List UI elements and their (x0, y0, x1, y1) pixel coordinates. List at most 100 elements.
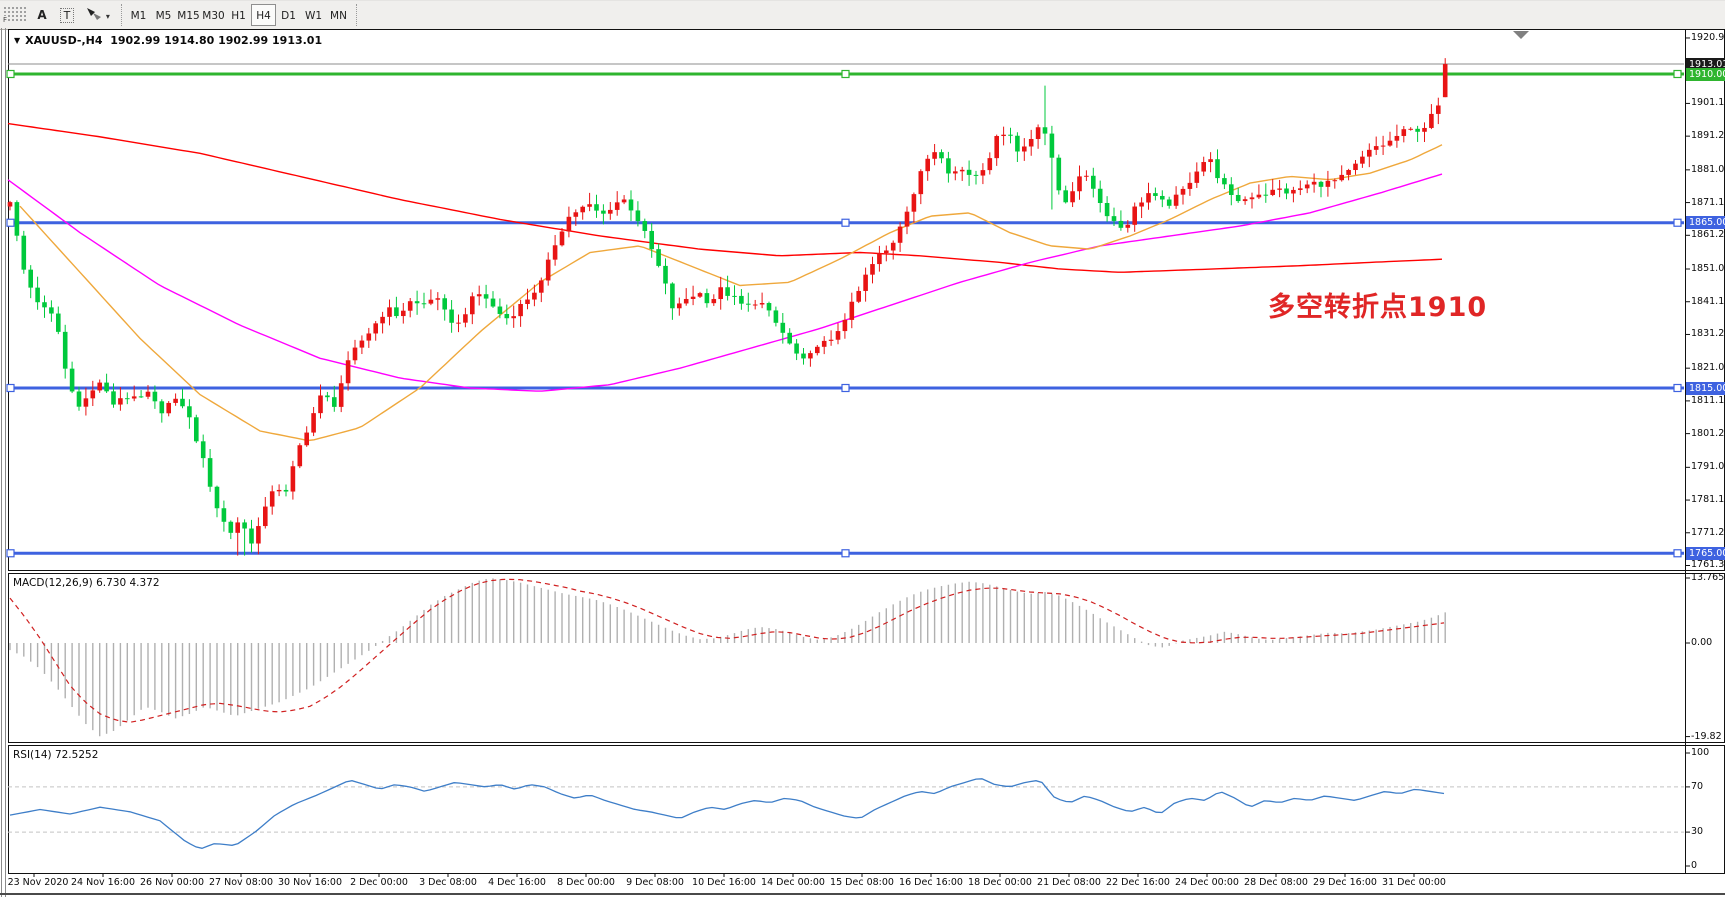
macd-tick-label: 13.765 (1691, 572, 1725, 583)
price-axis-border (1685, 29, 1686, 874)
timeframe-m1-button[interactable]: M1 (126, 4, 151, 26)
macd-histogram (9, 578, 1446, 737)
price-tick-label: 1841.10 (1691, 295, 1725, 307)
rsi-indicator-label: RSI(14) 72.5252 (13, 749, 99, 761)
timeframe-d1-button[interactable]: D1 (276, 4, 301, 26)
timeframe-m15-button[interactable]: M15 (176, 4, 201, 26)
date-label: 4 Dec 16:00 (488, 877, 546, 888)
timeframe-w1-button[interactable]: W1 (301, 4, 326, 26)
chart-symbol: XAUUSD-,H4 (25, 34, 103, 47)
chart-annotation[interactable]: 多空转折点1910 (1268, 292, 1488, 323)
hline-1865-badge: 1865.00 (1686, 216, 1725, 230)
chevron-down-icon: ▾ (105, 11, 110, 21)
price-tick-label: 1891.20 (1691, 130, 1725, 142)
date-label: 18 Dec 00:00 (968, 877, 1032, 888)
date-label: 2 Dec 00:00 (350, 877, 408, 888)
hline-handle[interactable] (1673, 383, 1682, 393)
timeframe-m30-button[interactable]: M30 (201, 4, 226, 26)
price-tick-label: 1801.20 (1691, 427, 1725, 439)
date-label: 14 Dec 00:00 (761, 877, 825, 888)
hline-handle[interactable] (6, 69, 15, 79)
hline-1815-badge: 1815.00 (1686, 381, 1725, 395)
date-label: 15 Dec 08:00 (830, 877, 894, 888)
date-label: 23 Nov 2020 (7, 877, 69, 888)
macd-indicator-label: MACD(12,26,9) 6.730 4.372 (13, 577, 160, 589)
label-tool-icon: T (59, 7, 75, 23)
date-label: 27 Nov 08:00 (208, 877, 274, 888)
date-label: 9 Dec 08:00 (626, 877, 684, 888)
label-tool-button[interactable]: T (56, 4, 78, 26)
timeframe-mn-button[interactable]: MN (326, 4, 351, 26)
arrows-tool-button[interactable]: ▾ (80, 4, 116, 26)
price-tick-label: 1871.10 (1691, 196, 1725, 208)
price-tick-label: 1901.10 (1691, 97, 1725, 109)
date-label: 22 Dec 16:00 (1106, 877, 1170, 888)
price-tick-label: 1791.00 (1691, 461, 1725, 473)
toolbar: F A T ▾ M1 M5 M15 M30 H1 H4 D1 W1 MN (0, 0, 1725, 30)
date-label: 28 Dec 08:00 (1244, 877, 1308, 888)
price-tick-label: 1851.00 (1691, 263, 1725, 274)
timeframe-h1-button[interactable]: H1 (226, 4, 251, 26)
toolbar-grip-label: F (3, 16, 8, 24)
toolbar-separator (121, 4, 123, 26)
macd-signal-line (9, 578, 1445, 723)
candles (7, 58, 1448, 556)
date-label: 24 Nov 16:00 (70, 877, 136, 888)
window-left-edge (1, 28, 2, 897)
price-tick-label: 1811.10 (1691, 394, 1725, 406)
rsi-pane[interactable] (8, 745, 1725, 874)
hline-handle[interactable] (841, 549, 850, 558)
date-label: 8 Dec 00:00 (557, 877, 615, 888)
timeframe-m5-button[interactable]: M5 (151, 4, 176, 26)
ma-fast-orange (19, 144, 1443, 442)
arrows-icon (87, 7, 102, 20)
toolbar-grip-icon[interactable] (3, 6, 27, 23)
chart-ohlc: 1902.99 1914.80 1902.99 1913.01 (110, 34, 323, 47)
rsi-line (9, 778, 1445, 849)
date-label: 3 Dec 08:00 (419, 877, 477, 888)
hline-handle[interactable] (1673, 549, 1682, 558)
ma-mid-magenta (7, 173, 1443, 392)
price-tick-label: 1920.90 (1691, 31, 1725, 43)
hline-handle[interactable] (6, 218, 15, 227)
price-tick-label: 1821.00 (1691, 362, 1725, 374)
timeframe-h4-button[interactable]: H4 (251, 4, 276, 26)
last-price-badge: 1913.01 (1686, 57, 1725, 71)
hline-handle[interactable] (1673, 218, 1682, 227)
price-tick-label: 1831.20 (1691, 328, 1725, 340)
date-label: 24 Dec 00:00 (1175, 877, 1239, 888)
rsi-tick-label: 0 (1691, 860, 1698, 871)
hline-handle[interactable] (841, 218, 850, 227)
hline-handle[interactable] (841, 383, 850, 393)
window-bottom-edge (0, 893, 1725, 895)
hline-handle[interactable] (841, 69, 850, 79)
price-tick-label: 1761.30 (1691, 559, 1725, 571)
date-label: 31 Dec 00:00 (1382, 877, 1446, 888)
hline-handle[interactable] (6, 549, 15, 558)
date-label: 30 Nov 16:00 (277, 877, 343, 888)
rsi-tick-label: 100 (1691, 747, 1710, 758)
price-tick-label: 1881.00 (1691, 163, 1725, 175)
hline-1910-badge: 1910.00 (1686, 67, 1725, 81)
date-label: 26 Nov 00:00 (139, 877, 205, 888)
macd-pane[interactable] (8, 573, 1725, 743)
rsi-tick-label: 30 (1691, 826, 1704, 838)
macd-tick-label: -19.82 (1691, 730, 1722, 742)
ma-slow-red (7, 122, 1443, 273)
rsi-tick-label: 70 (1691, 780, 1704, 792)
collapse-icon[interactable]: ▼ (14, 36, 21, 45)
price-tick-label: 1771.20 (1691, 526, 1725, 538)
hline-handle[interactable] (6, 383, 15, 393)
macd-tick-label: 0.00 (1691, 637, 1713, 648)
date-label: 21 Dec 08:00 (1037, 877, 1101, 888)
price-tick-label: 1781.10 (1691, 494, 1725, 506)
toolbar-separator (356, 4, 358, 26)
chart-shift-marker-icon[interactable] (1513, 31, 1529, 39)
date-label: 16 Dec 16:00 (899, 877, 963, 888)
hline-handle[interactable] (1673, 69, 1682, 79)
text-tool-button[interactable]: A (31, 4, 53, 26)
chart-title: ▼ XAUUSD-,H4 1902.99 1914.80 1902.99 1913… (14, 34, 322, 47)
window-left-edge (5, 28, 6, 897)
